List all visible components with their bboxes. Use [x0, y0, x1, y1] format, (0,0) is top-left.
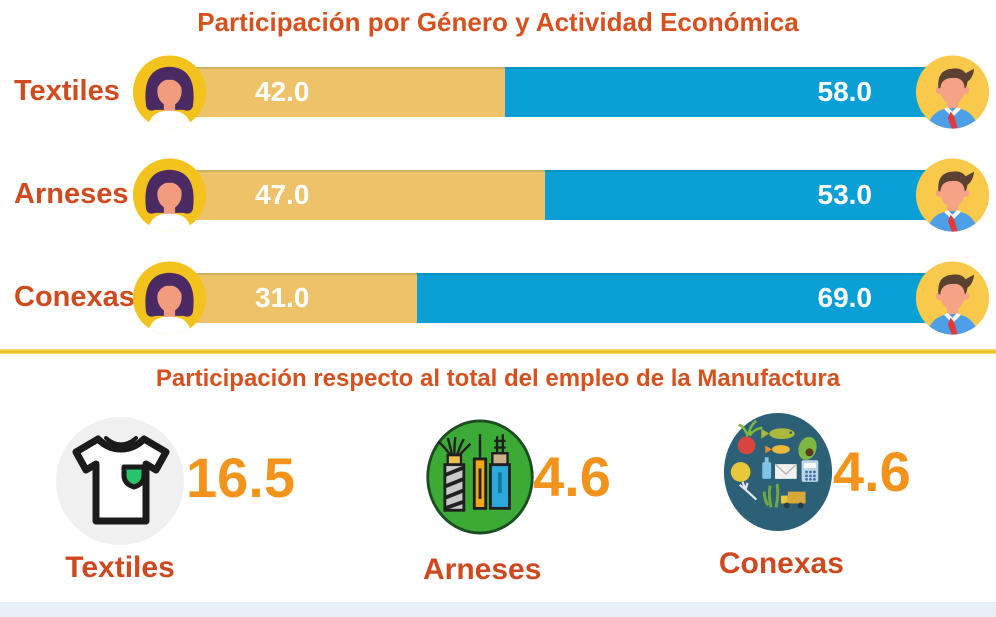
employment-chart-title: Participación respecto al total del empl…: [155, 365, 841, 392]
employment-chart: 16.5 Textiles: [0, 393, 996, 587]
male-value: 58.0: [817, 75, 873, 107]
gender-chart-title: Participación por Género y Actividad Eco…: [197, 7, 799, 37]
bar-track: 47.0 53.0: [169, 169, 970, 220]
footer-strip: [0, 602, 996, 617]
stat-main: 4.6: [719, 407, 911, 537]
gender-chart: Textiles 42.0 58.0: [0, 40, 996, 349]
male-avatar-icon: [915, 260, 990, 335]
related-goods-icon: [719, 407, 837, 537]
stat-value-conexas: 4.6: [832, 440, 911, 503]
stat-label-arneses: Arneses: [423, 553, 542, 586]
bar-track: 42.0 58.0: [169, 66, 970, 117]
wire-harness-icon: [423, 407, 537, 547]
male-bar-segment: 58.0: [505, 66, 970, 117]
male-avatar-icon: [915, 157, 990, 232]
stacked-bar-arneses: 47.0 53.0: [132, 143, 990, 246]
row-label-arneses: Arneses: [14, 178, 129, 210]
female-avatar-icon: [132, 157, 207, 232]
row-label-textiles: Textiles: [14, 75, 120, 107]
gender-row-arneses: Arneses 47.0 53.0: [0, 143, 996, 246]
stacked-bar-textiles: 42.0 58.0: [132, 40, 990, 143]
female-value: 47.0: [255, 178, 310, 210]
female-value: 31.0: [255, 281, 310, 313]
stat-textiles: 16.5 Textiles: [50, 407, 295, 585]
stat-value-arneses: 4.6: [533, 445, 611, 508]
female-bar-segment: 31.0: [169, 272, 418, 323]
male-value: 69.0: [817, 281, 873, 313]
stat-arneses: 4.6 Arneses: [423, 407, 611, 587]
female-bar-segment: 42.0: [169, 66, 506, 117]
stat-value-textiles: 16.5: [186, 446, 295, 509]
female-avatar-icon: [132, 260, 207, 335]
stat-label-conexas: Conexas: [718, 547, 844, 580]
female-avatar-icon: [132, 54, 207, 129]
stat-label-textiles: Textiles: [65, 551, 175, 584]
female-value: 42.0: [255, 75, 310, 107]
female-bar-segment: 47.0: [169, 169, 546, 220]
bar-track: 31.0 69.0: [169, 272, 970, 323]
stat-main: 16.5: [50, 407, 295, 549]
male-bar-segment: 53.0: [545, 169, 970, 220]
male-bar-segment: 69.0: [417, 272, 970, 323]
male-avatar-icon: [915, 54, 990, 129]
row-label-conexas: Conexas: [14, 281, 135, 313]
section-divider: [0, 349, 996, 354]
stat-main: 4.6: [423, 407, 611, 547]
stat-conexas: 4.6 Conexas: [719, 407, 911, 581]
gender-row-textiles: Textiles 42.0 58.0: [0, 40, 996, 143]
stacked-bar-conexas: 31.0 69.0: [132, 246, 990, 349]
gender-row-conexas: Conexas 31.0 69.0: [0, 246, 996, 349]
male-value: 53.0: [817, 178, 873, 210]
tshirt-icon: [50, 407, 190, 549]
